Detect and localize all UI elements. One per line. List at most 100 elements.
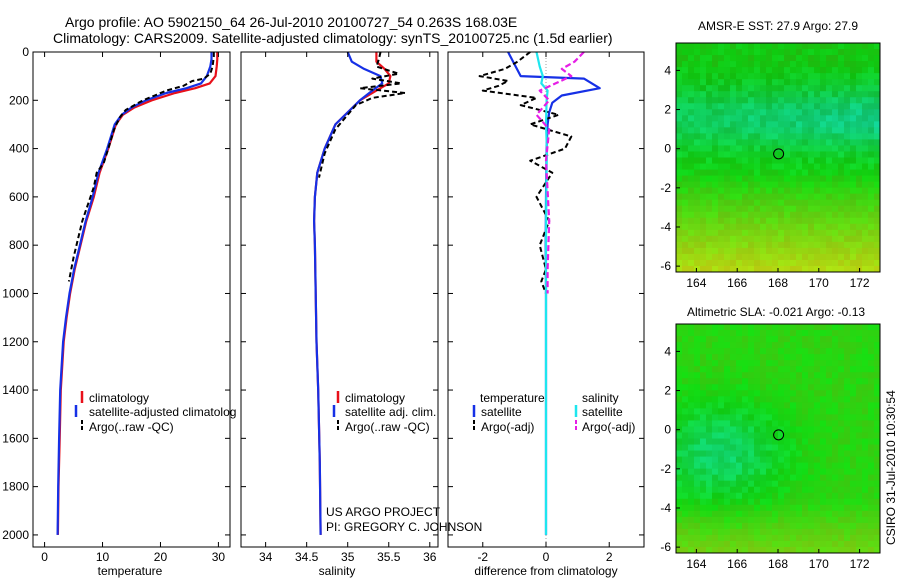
map-cell bbox=[760, 181, 767, 189]
map-cell bbox=[736, 510, 743, 518]
map-cell bbox=[724, 330, 731, 337]
map-cell bbox=[754, 420, 761, 427]
map-cell bbox=[772, 73, 779, 80]
map-cell bbox=[808, 109, 815, 116]
map-cell bbox=[688, 438, 695, 446]
map-cell bbox=[832, 55, 839, 62]
map-cell bbox=[838, 372, 845, 379]
map-cell bbox=[814, 360, 821, 367]
map-cell bbox=[760, 420, 767, 427]
xtick-label: 2 bbox=[606, 550, 613, 564]
map-cell bbox=[832, 372, 839, 379]
map-cell bbox=[838, 360, 845, 367]
map-cell bbox=[808, 91, 815, 98]
map-cell bbox=[850, 450, 857, 458]
map-cell bbox=[784, 115, 791, 122]
map-cell bbox=[808, 85, 815, 92]
map-cell bbox=[772, 522, 779, 530]
map-cell bbox=[814, 253, 821, 261]
map-cell bbox=[766, 462, 773, 470]
map-cell bbox=[706, 546, 713, 554]
timestamp-label: CSIRO 31-Jul-2010 10:30:54 bbox=[884, 390, 898, 545]
map-cell bbox=[736, 235, 743, 243]
map-cell bbox=[742, 366, 749, 373]
map-cell bbox=[718, 456, 725, 464]
map-cell bbox=[718, 390, 725, 397]
map-cell bbox=[814, 229, 821, 237]
map-cell bbox=[772, 139, 779, 146]
map-cell bbox=[712, 516, 719, 524]
map-cell bbox=[688, 79, 695, 86]
map-cell bbox=[790, 366, 797, 373]
map-cell bbox=[766, 85, 773, 92]
map-cell bbox=[712, 91, 719, 98]
map-cell bbox=[736, 145, 743, 152]
map-cell bbox=[868, 540, 875, 548]
map-cell bbox=[766, 205, 773, 213]
argo-position-marker bbox=[773, 148, 785, 160]
map-cell bbox=[682, 330, 689, 337]
map-cell bbox=[856, 259, 863, 267]
map-cell bbox=[832, 211, 839, 219]
map-cell bbox=[826, 480, 833, 488]
map-cell bbox=[868, 133, 875, 140]
map-cell bbox=[838, 217, 845, 225]
map-ytick-label: -2 bbox=[660, 462, 671, 476]
map-cell bbox=[856, 253, 863, 261]
map-cell bbox=[796, 528, 803, 536]
map-cell bbox=[778, 133, 785, 140]
map-cell bbox=[748, 438, 755, 446]
temperature-series-2 bbox=[67, 52, 215, 282]
map-cell bbox=[676, 402, 683, 409]
map-cell bbox=[688, 534, 695, 542]
map-cell bbox=[784, 61, 791, 68]
map-cell bbox=[778, 247, 785, 255]
map-cell bbox=[724, 193, 731, 201]
map-cell bbox=[772, 85, 779, 92]
temperature-frame bbox=[32, 51, 231, 548]
map-cell bbox=[796, 504, 803, 512]
ytick-label: 1600 bbox=[2, 431, 29, 445]
map-cell bbox=[856, 462, 863, 470]
map-cell bbox=[784, 420, 791, 427]
map-cell bbox=[760, 468, 767, 476]
map-cell bbox=[850, 139, 857, 146]
map-cell bbox=[748, 55, 755, 62]
map-cell bbox=[802, 229, 809, 237]
map-cell bbox=[688, 187, 695, 195]
map-cell bbox=[754, 522, 761, 530]
map-cell bbox=[838, 336, 845, 343]
map-cell bbox=[700, 259, 707, 267]
map-cell bbox=[838, 139, 845, 146]
map-cell bbox=[760, 426, 767, 433]
map-cell bbox=[784, 474, 791, 482]
map-cell bbox=[706, 450, 713, 458]
map-cell bbox=[820, 151, 827, 158]
map-cell bbox=[736, 420, 743, 427]
map-cell bbox=[826, 199, 833, 207]
map-cell bbox=[802, 157, 809, 165]
map-cell bbox=[802, 223, 809, 231]
map-cell bbox=[694, 193, 701, 201]
map-cell bbox=[730, 528, 737, 536]
map-cell bbox=[814, 426, 821, 433]
map-cell bbox=[688, 390, 695, 397]
map-cell bbox=[754, 534, 761, 542]
map-cell bbox=[694, 67, 701, 74]
map-cell bbox=[868, 396, 875, 403]
map-cell bbox=[784, 366, 791, 373]
map-cell bbox=[766, 522, 773, 530]
map-cell bbox=[688, 151, 695, 158]
map-cell bbox=[712, 187, 719, 195]
map-cell bbox=[754, 133, 761, 140]
map-cell bbox=[802, 444, 809, 452]
map-cell bbox=[688, 360, 695, 367]
map-cell bbox=[868, 91, 875, 98]
map-cell bbox=[742, 492, 749, 500]
map-cell bbox=[718, 67, 725, 74]
xtick-label: 20 bbox=[154, 550, 168, 564]
map-cell bbox=[820, 163, 827, 171]
map-cell bbox=[706, 324, 713, 331]
map-cell bbox=[724, 49, 731, 56]
map-cell bbox=[868, 55, 875, 62]
